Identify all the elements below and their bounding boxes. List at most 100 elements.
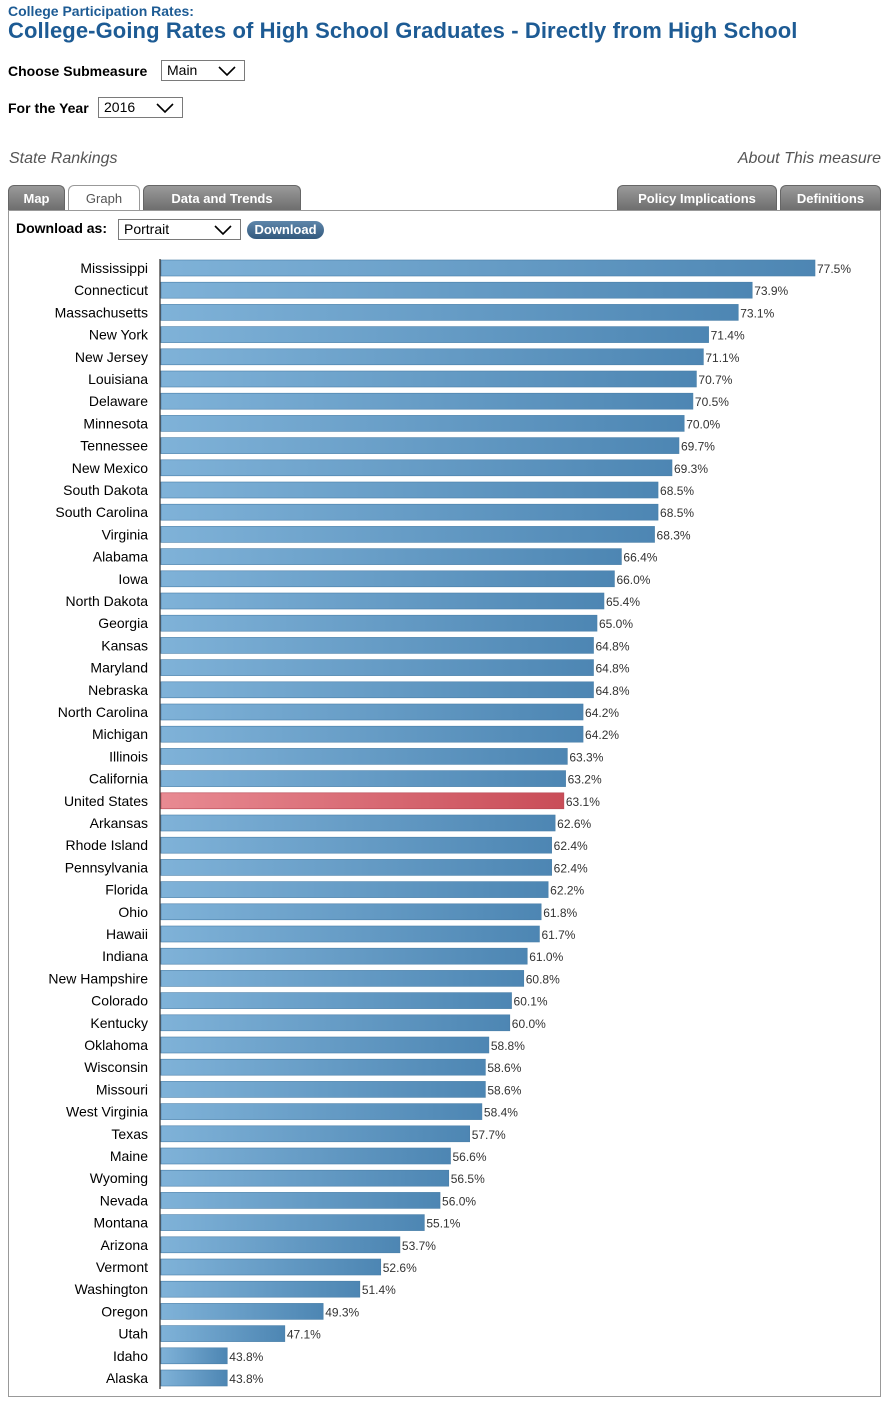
category-label: United States: [64, 793, 148, 809]
tab-data-and-trends[interactable]: Data and Trends: [143, 185, 301, 210]
category-label: Nebraska: [88, 682, 148, 698]
bar-massachusetts: [160, 304, 739, 321]
value-label: 49.3%: [325, 1305, 359, 1319]
bar-delaware: [160, 392, 694, 410]
value-label: 62.6%: [557, 817, 591, 831]
category-label: Missouri: [96, 1081, 148, 1097]
bar-colorado: [160, 992, 512, 1009]
category-label: Colorado: [91, 993, 148, 1009]
category-label: Oregon: [101, 1303, 148, 1319]
bar-connecticut: [160, 281, 753, 299]
year-select[interactable]: 2016: [98, 97, 183, 118]
submeasure-label: Choose Submeasure: [8, 63, 148, 79]
category-label: Tennessee: [80, 438, 148, 454]
value-label: 64.8%: [596, 662, 630, 676]
bar-hawaii: [160, 925, 540, 943]
value-label: 65.0%: [599, 617, 633, 631]
download-button[interactable]: Download: [247, 221, 324, 239]
chevron-down-icon: [156, 103, 174, 113]
bar-maryland: [160, 659, 594, 676]
tab-graph[interactable]: Graph: [68, 185, 140, 211]
category-label: South Dakota: [63, 482, 148, 498]
value-label: 68.3%: [657, 528, 691, 542]
category-label: Hawaii: [106, 926, 148, 942]
bar-arkansas: [160, 814, 556, 832]
category-label: Idaho: [113, 1348, 148, 1364]
category-label: Alaska: [106, 1370, 148, 1386]
state-rankings-link[interactable]: State Rankings: [9, 150, 118, 167]
value-label: 60.8%: [526, 972, 560, 986]
value-label: 43.8%: [229, 1350, 263, 1364]
tab-policy-implications[interactable]: Policy Implications: [617, 185, 777, 210]
value-label: 53.7%: [402, 1239, 436, 1253]
bar-virginia: [160, 526, 655, 543]
tab-map[interactable]: Map: [8, 185, 65, 210]
value-label: 68.5%: [660, 506, 694, 520]
tab-definitions[interactable]: Definitions: [780, 185, 881, 210]
value-label: 64.2%: [585, 728, 619, 742]
value-label: 62.4%: [554, 861, 588, 875]
category-label: South Carolina: [55, 504, 148, 520]
value-label: 56.5%: [451, 1172, 485, 1186]
category-label: Wyoming: [90, 1170, 148, 1186]
category-label: New Mexico: [72, 460, 148, 476]
bar-ohio: [160, 903, 542, 921]
value-label: 70.0%: [686, 417, 720, 431]
value-label: 62.2%: [550, 884, 584, 898]
value-label: 55.1%: [426, 1217, 460, 1231]
bar-south-carolina: [160, 503, 659, 521]
download-format-select[interactable]: Portrait: [118, 219, 241, 240]
category-label: Alabama: [93, 549, 148, 565]
category-label: Indiana: [102, 948, 148, 964]
page-subtitle: College Participation Rates:: [8, 3, 194, 19]
bar-illinois: [160, 748, 568, 765]
category-label: Arizona: [101, 1237, 149, 1253]
about-measure-link[interactable]: About This measure: [737, 150, 881, 167]
category-label: Vermont: [96, 1259, 148, 1275]
category-label: New York: [89, 327, 149, 343]
category-label: Illinois: [109, 748, 148, 764]
bar-indiana: [160, 947, 528, 965]
bar-texas: [160, 1125, 470, 1143]
category-label: Pennsylvania: [65, 859, 148, 875]
value-label: 63.2%: [568, 773, 602, 787]
download-format-value: Portrait: [124, 221, 170, 237]
bar-new-mexico: [160, 459, 673, 477]
category-label: Kansas: [101, 637, 148, 653]
value-label: 61.8%: [543, 906, 577, 920]
bar-pennsylvania: [160, 859, 552, 876]
bar-new-jersey: [160, 348, 704, 366]
bar-united-states: [160, 792, 565, 810]
category-label: Mississippi: [80, 260, 148, 276]
value-label: 64.2%: [585, 706, 619, 720]
category-label: Texas: [111, 1126, 148, 1142]
value-label: 70.7%: [698, 373, 732, 387]
bar-louisiana: [160, 370, 697, 388]
bar-iowa: [160, 570, 615, 588]
category-label: Washington: [75, 1281, 148, 1297]
category-label: Minnesota: [83, 415, 148, 431]
value-label: 64.8%: [596, 684, 630, 698]
bar-kentucky: [160, 1014, 511, 1032]
download-label: Download as:: [16, 220, 108, 236]
value-label: 64.8%: [596, 639, 630, 653]
category-label: West Virginia: [66, 1104, 148, 1120]
bar-montana: [160, 1214, 425, 1231]
category-label: North Dakota: [66, 593, 149, 609]
category-label: Michigan: [92, 726, 148, 742]
value-label: 47.1%: [287, 1328, 321, 1342]
value-label: 70.5%: [695, 395, 729, 409]
bar-oklahoma: [160, 1036, 490, 1054]
bar-minnesota: [160, 415, 685, 432]
category-label: Arkansas: [90, 815, 148, 831]
submeasure-value: Main: [167, 62, 198, 78]
value-label: 73.1%: [740, 306, 774, 320]
year-label: For the Year: [8, 100, 89, 116]
bar-missouri: [160, 1081, 486, 1098]
category-label: Kentucky: [90, 1015, 148, 1031]
value-label: 73.9%: [754, 284, 788, 298]
category-label: New Jersey: [75, 349, 148, 365]
chevron-down-icon: [218, 66, 236, 76]
category-label: Nevada: [100, 1192, 148, 1208]
submeasure-select[interactable]: Main: [161, 60, 245, 81]
